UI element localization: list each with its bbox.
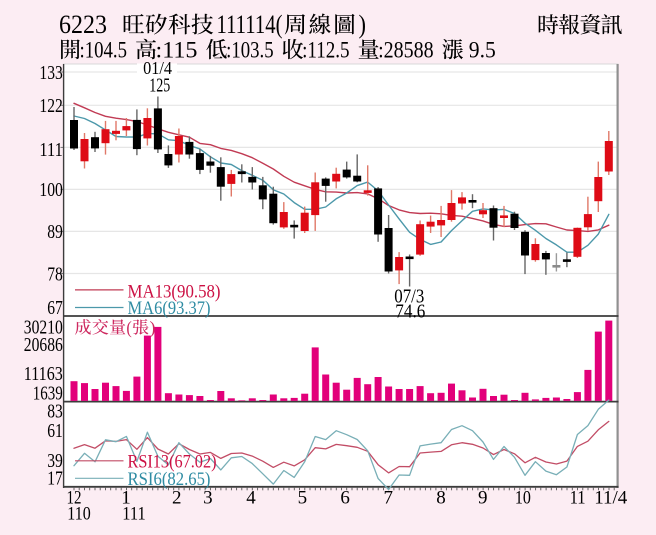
svg-text:8: 8 [436, 488, 446, 509]
svg-text:MA6(93.37): MA6(93.37) [128, 298, 211, 319]
svg-text:61: 61 [47, 420, 63, 442]
svg-text:4: 4 [246, 488, 256, 509]
svg-text:11/4: 11/4 [594, 488, 627, 509]
svg-text:111: 111 [122, 504, 145, 525]
svg-text::28588: :28588 [378, 37, 434, 62]
svg-text:1: 1 [121, 488, 131, 509]
svg-text:MA13(90.58): MA13(90.58) [128, 282, 221, 303]
svg-text:7: 7 [383, 488, 393, 509]
svg-text:100: 100 [39, 179, 62, 201]
svg-text:20686: 20686 [24, 334, 63, 356]
svg-text:110: 110 [67, 504, 90, 525]
svg-text:89: 89 [47, 221, 63, 243]
svg-text:122: 122 [39, 95, 62, 117]
svg-text::112.5: :112.5 [302, 37, 350, 62]
svg-text:9: 9 [478, 488, 488, 509]
svg-text:111: 111 [39, 139, 62, 161]
svg-text:3: 3 [203, 488, 213, 509]
svg-text:111114(: 111114( [217, 10, 283, 39]
svg-text:6: 6 [340, 488, 350, 509]
svg-text:78: 78 [47, 263, 63, 285]
svg-text:133: 133 [39, 62, 62, 84]
svg-text:2: 2 [172, 488, 182, 509]
svg-text:): ) [359, 10, 367, 39]
svg-text:125: 125 [149, 75, 170, 97]
svg-text:): ) [150, 317, 156, 338]
svg-text:RSI13(67.02): RSI13(67.02) [128, 452, 217, 473]
svg-text:9.5: 9.5 [469, 37, 496, 62]
svg-text:07/3: 07/3 [394, 286, 424, 308]
svg-text:39: 39 [47, 450, 63, 472]
svg-text:74.6: 74.6 [395, 301, 425, 323]
svg-text::103.5: :103.5 [226, 37, 274, 62]
svg-text:67: 67 [47, 297, 63, 319]
svg-text:6223: 6223 [59, 10, 107, 39]
svg-text:1639: 1639 [33, 383, 63, 405]
svg-text:12: 12 [67, 488, 82, 509]
svg-text:17: 17 [47, 467, 63, 489]
svg-text:5: 5 [298, 488, 308, 509]
svg-text:(: ( [126, 317, 131, 338]
svg-text:RSI6(82.65): RSI6(82.65) [128, 469, 211, 490]
svg-text:11163: 11163 [24, 363, 63, 385]
svg-text:83: 83 [47, 401, 63, 423]
svg-text:01/4: 01/4 [143, 58, 172, 78]
svg-text::115: :115 [156, 37, 198, 62]
svg-text:11: 11 [570, 488, 586, 509]
svg-text::104.5: :104.5 [80, 37, 128, 62]
svg-text:10: 10 [515, 488, 531, 509]
svg-text:30210: 30210 [24, 317, 63, 339]
